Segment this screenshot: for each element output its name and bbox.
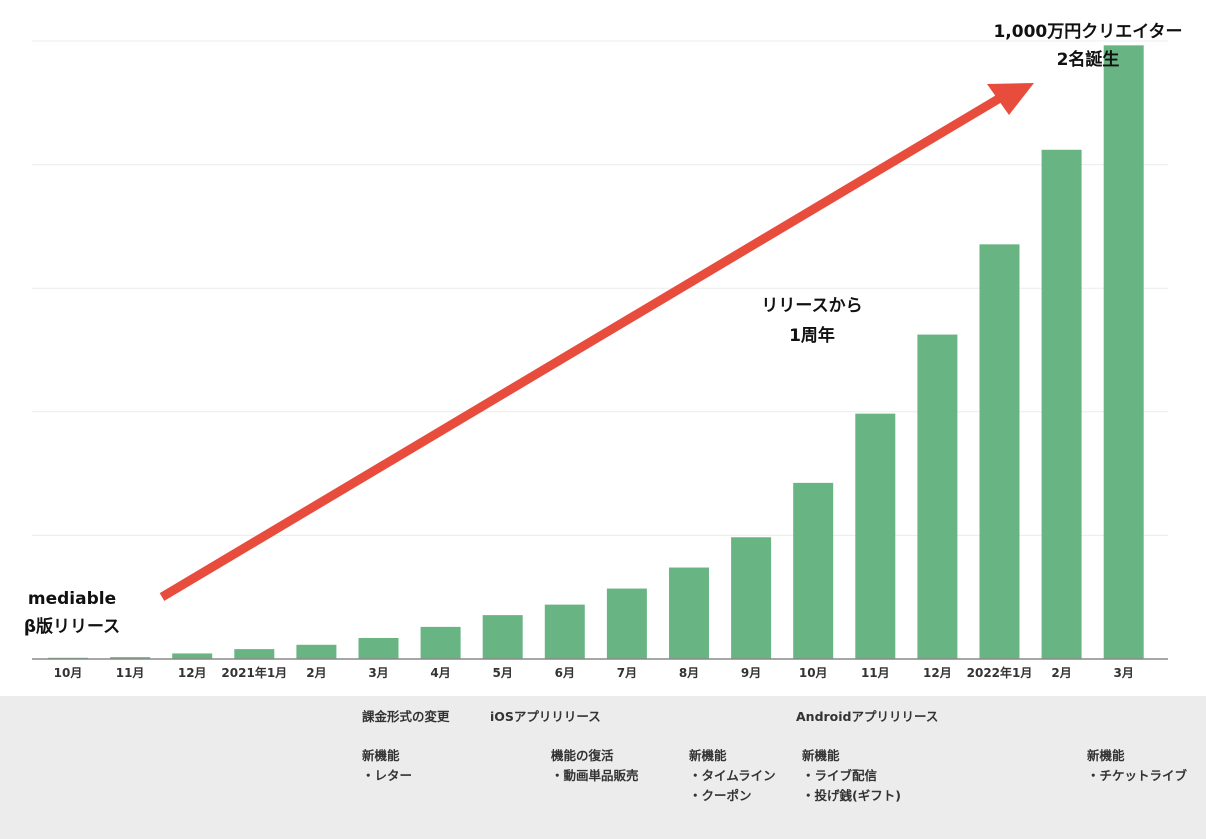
bar [606, 588, 647, 659]
bar [979, 244, 1020, 659]
x-tick-label: 9月 [741, 666, 761, 680]
timeline-event: 新機能 ・レター [362, 748, 413, 783]
timeline-panel: 課金形式の変更 新機能 ・レター iOSアプリリリース 機能の復活 ・動画単品販… [0, 696, 1206, 839]
x-tick-label: 2022年1月 [967, 665, 1033, 680]
bar [296, 644, 337, 659]
x-tick-label: 3月 [1114, 666, 1134, 680]
anniversary-annotation-line1: リリースから [761, 296, 862, 316]
bar [731, 537, 772, 659]
timeline-event: Androidアプリリリース [796, 709, 939, 724]
x-tick-label: 8月 [679, 666, 699, 680]
bars [48, 45, 1144, 660]
x-tick-label: 5月 [493, 666, 513, 680]
bar [855, 413, 896, 659]
x-tick-label: 10月 [799, 666, 828, 680]
x-tick-label: 2月 [1051, 666, 1071, 680]
growth-arrow [159, 83, 1034, 601]
bar-chart: 10月 11月 12月 2021年1月 2月 3月 4月 5月 6月 7月 8月 9月 10月 11月 12… [24, 22, 1183, 680]
goal-annotation-line2: 2名誕生 [1057, 49, 1120, 70]
bar [793, 482, 834, 659]
anniversary-annotation-line2: 1周年 [789, 325, 835, 346]
bar [917, 334, 958, 659]
bar [669, 567, 709, 659]
timeline-event: iOSアプリリリース [490, 709, 601, 724]
goal-annotation-line1: 1,000万円クリエイター [993, 22, 1182, 42]
x-tick-label: 7月 [617, 666, 637, 680]
gridlines [32, 40, 1168, 536]
x-tick-label: 12月 [923, 666, 952, 680]
bar [420, 626, 461, 659]
bar [1103, 45, 1144, 660]
bar [482, 615, 523, 659]
timeline-event: 新機能 ・タイムライン ・クーポン [689, 748, 776, 803]
start-annotation-line2: β版リリース [24, 616, 120, 637]
timeline-event: 課金形式の変更 [362, 709, 450, 724]
x-tick-label: 6月 [555, 666, 575, 680]
timeline-event: 新機能 ・チケットライブ [1087, 748, 1188, 783]
bar [544, 604, 585, 659]
timeline-event: 機能の復活 ・動画単品販売 [551, 748, 639, 783]
bar [1041, 149, 1082, 659]
bar [234, 649, 275, 659]
x-tick-label: 11月 [861, 666, 890, 680]
x-tick-label: 10月 [54, 666, 83, 680]
start-annotation-line1: mediable [28, 589, 116, 609]
timeline-event: 新機能 ・ライブ配信 ・投げ銭(ギフト) [802, 748, 901, 803]
bar [358, 637, 399, 659]
x-tick-label: 4月 [430, 666, 450, 680]
x-tick-label: 11月 [116, 666, 145, 680]
x-tick-labels: 10月 11月 12月 2021年1月 2月 3月 4月 5月 6月 7月 8月 9月 10月 11月 12… [54, 665, 1134, 680]
x-tick-label: 3月 [368, 666, 388, 680]
x-tick-label: 2021年1月 [221, 665, 287, 680]
bar [110, 657, 151, 659]
x-tick-label: 2月 [306, 666, 326, 680]
bar [172, 653, 213, 659]
x-tick-label: 12月 [178, 666, 207, 680]
